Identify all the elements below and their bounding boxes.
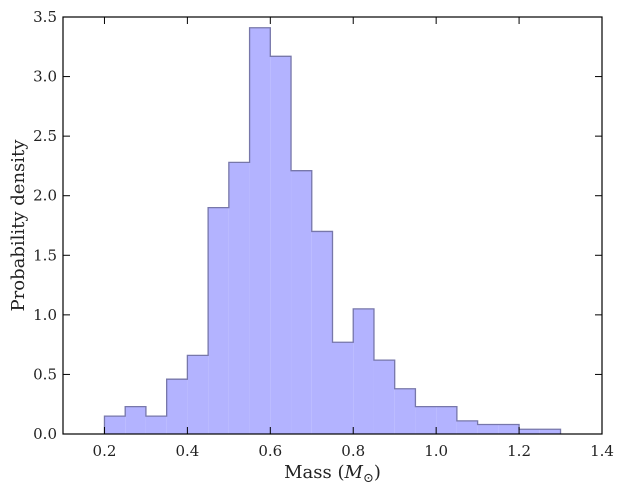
histogram-bar	[125, 406, 146, 434]
x-axis-label: Mass (M⊙)	[284, 462, 381, 486]
y-tick-label: 0.5	[33, 365, 57, 383]
histogram-outline	[103, 27, 562, 434]
sun-symbol-subscript: ⊙	[363, 471, 374, 486]
y-tick-label: 0.0	[33, 425, 57, 443]
y-tick-label: 1.0	[33, 306, 57, 324]
x-axis-unit-symbol: M	[344, 462, 364, 483]
x-tick-labels: 0.2 0.4 0.6 0.8 1.0 1.2 1.4	[93, 442, 614, 460]
histogram-bar	[539, 429, 561, 434]
y-tick-labels: 0.0 0.5 1.0 1.5 2.0 2.5 3.0 3.5	[33, 8, 57, 443]
x-tick-label: 1.0	[424, 442, 448, 460]
y-tick-label: 3.5	[33, 8, 57, 26]
histogram-bar	[249, 27, 271, 434]
histogram-bar	[104, 416, 126, 434]
y-tick-label: 2.5	[33, 127, 57, 145]
y-axis-label: Probability density	[8, 139, 29, 312]
histogram-bar	[208, 207, 229, 434]
histogram-bar	[145, 416, 167, 434]
x-tick-label: 0.6	[258, 442, 282, 460]
histogram-bar	[519, 429, 540, 434]
histogram-bar	[187, 355, 209, 434]
histogram-bar	[291, 170, 312, 435]
histogram-bars	[104, 27, 561, 435]
y-tick-label: 3.0	[33, 68, 57, 86]
x-tick-label: 0.2	[93, 442, 117, 460]
histogram-bar	[477, 424, 499, 434]
x-tick-label: 0.4	[175, 442, 199, 460]
histogram-bar	[436, 406, 457, 434]
x-tick-label: 1.4	[590, 442, 614, 460]
histogram-bar	[415, 406, 437, 434]
plot-frame	[62, 16, 603, 435]
histogram-bar	[353, 308, 374, 434]
histogram-bar	[394, 388, 416, 434]
x-axis-label-paren-open: (	[332, 462, 345, 483]
histogram-bar	[332, 342, 354, 434]
y-tick-label: 1.5	[33, 246, 57, 264]
x-axis-label-paren-close: )	[374, 462, 381, 483]
axis-ticks	[63, 16, 603, 435]
histogram-bar	[311, 231, 333, 434]
histogram-bar	[373, 360, 395, 434]
x-tick-label: 1.2	[507, 442, 531, 460]
histogram-bar	[228, 162, 250, 434]
x-axis-label-text: Mass	[284, 462, 332, 483]
histogram-bar	[166, 379, 188, 434]
histogram-bar	[498, 424, 520, 434]
y-tick-label: 2.0	[33, 187, 57, 205]
histogram-bar	[456, 420, 478, 434]
x-tick-label: 0.8	[341, 442, 365, 460]
histogram-bar	[270, 56, 292, 435]
